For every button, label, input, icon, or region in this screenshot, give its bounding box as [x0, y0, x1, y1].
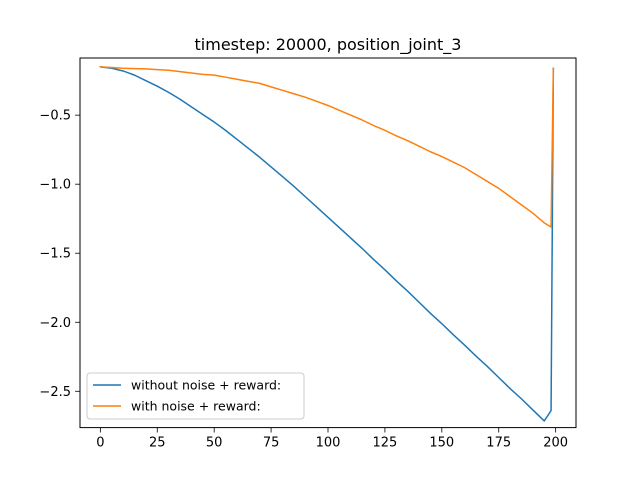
x-tick-label: 100 [316, 436, 341, 451]
x-tick-label: 75 [263, 436, 280, 451]
y-tick-label: −0.5 [39, 109, 71, 124]
legend-label-1: without noise + reward: [131, 378, 281, 393]
x-axis: 0 25 50 75 100 125 150 175 200 [96, 427, 568, 451]
legend-label-2: with noise + reward: [131, 399, 261, 414]
x-tick-label: 0 [96, 436, 104, 451]
x-tick-label: 200 [543, 436, 568, 451]
chart-title: timestep: 20000, position_joint_3 [195, 35, 462, 55]
plot-area [99, 66, 555, 422]
legend-box [86, 372, 305, 420]
y-tick-label: −1.5 [39, 247, 71, 262]
y-tick-label: −2.0 [39, 316, 71, 331]
x-tick-label: 175 [486, 436, 511, 451]
x-tick-label: 150 [429, 436, 454, 451]
y-tick-label: −1.0 [39, 178, 71, 193]
y-axis: −2.5 −2.0 −1.5 −1.0 −0.5 [39, 109, 80, 400]
series-line-1 [99, 66, 555, 422]
y-tick-label: −2.5 [39, 385, 71, 400]
x-tick-label: 25 [149, 436, 166, 451]
x-tick-label: 50 [206, 436, 223, 451]
legend: without noise + reward: with noise + rewa… [86, 372, 305, 420]
x-tick-label: 125 [372, 436, 397, 451]
series-line-2 [99, 66, 555, 228]
